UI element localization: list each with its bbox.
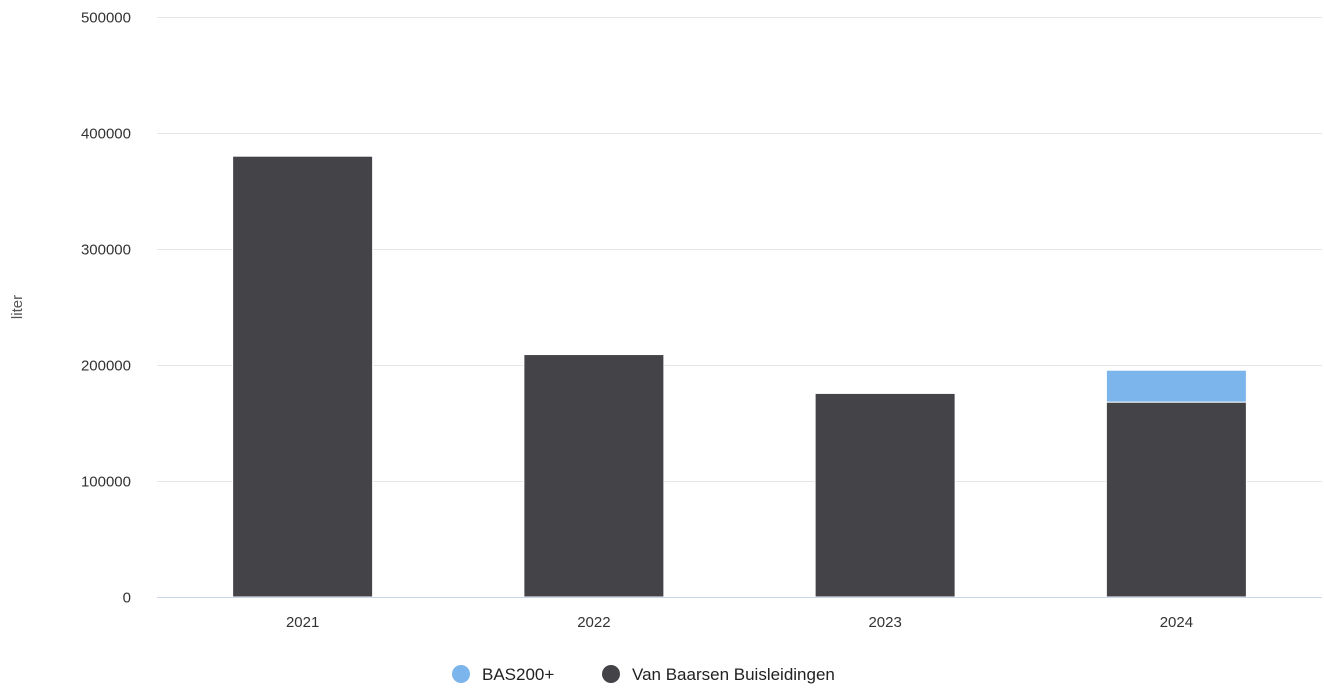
bar-bas200--2024[interactable] — [1105, 369, 1247, 403]
y-tick-label: 0 — [123, 590, 131, 607]
legend-swatch-icon — [452, 665, 470, 683]
x-tick-label: 2022 — [577, 614, 610, 631]
y-tick-label: 100000 — [81, 474, 131, 491]
y-tick-label: 200000 — [81, 358, 131, 375]
bar-van-baarsen-buisleidingen-2023[interactable] — [814, 392, 956, 598]
bar-van-baarsen-buisleidingen-2021[interactable] — [232, 155, 374, 598]
axes: liter 0 100000 200000 300000 400000 500000 202… — [9, 10, 1322, 631]
legend-label: Van Baarsen Buisleidingen — [632, 665, 835, 684]
bar-van-baarsen-buisleidingen-2024[interactable] — [1105, 401, 1247, 598]
y-tick-label: 400000 — [81, 126, 131, 143]
y-tick-label: 500000 — [81, 10, 131, 27]
bars — [232, 155, 1247, 598]
y-tick-label: 300000 — [81, 242, 131, 259]
x-tick-label: 2023 — [868, 614, 901, 631]
bar-van-baarsen-buisleidingen-2022[interactable] — [523, 354, 665, 598]
legend-label: BAS200+ — [482, 665, 554, 684]
legend-item-van-baarsen-buisleidingen[interactable]: Van Baarsen Buisleidingen — [602, 665, 835, 684]
x-tick-label: 2021 — [286, 614, 319, 631]
legend-swatch-icon — [602, 665, 620, 683]
legend-item-bas200-[interactable]: BAS200+ — [452, 665, 554, 684]
x-tick-label: 2024 — [1160, 614, 1193, 631]
y-axis-title: liter — [9, 295, 26, 319]
legend[interactable]: BAS200+ Van Baarsen Buisleidingen — [452, 665, 835, 684]
